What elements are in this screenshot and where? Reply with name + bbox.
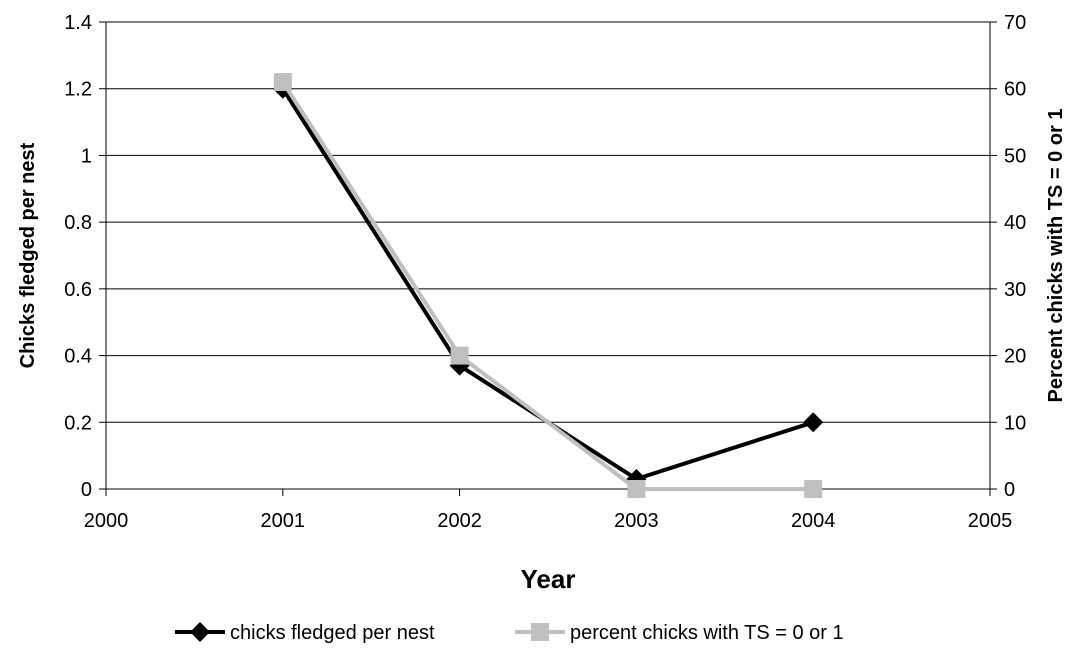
- y-tick-label: 1: [81, 145, 92, 167]
- axis-titles: Year Chicks fledged per nest Percent chi…: [17, 108, 1067, 594]
- data-point-0: [803, 412, 824, 433]
- gridlines: [106, 21, 990, 423]
- legend-item-0: chicks fledged per nest: [175, 622, 435, 644]
- y-tick-label: 0.4: [64, 346, 92, 368]
- legend-label-1: percent chicks with TS = 0 or 1: [570, 622, 844, 644]
- y-tick-label: 0: [81, 479, 92, 501]
- legend-marker-1: [531, 623, 549, 641]
- tick-labels: 0 0.2 0.4 0.6 0.8 1 1.2 1.4 0 10 20 30 40 50 60 70 2000 2…: [64, 12, 1026, 532]
- x-tick-label: 2004: [791, 510, 836, 532]
- y-tick-label: 1.2: [64, 79, 92, 101]
- data-point-1: [804, 480, 823, 498]
- y2-tick-label: 60: [1004, 79, 1026, 101]
- y2-tick-label: 40: [1004, 212, 1026, 234]
- legend-label-0: chicks fledged per nest: [230, 622, 435, 644]
- y2-axis-title: Percent chicks with TS = 0 or 1: [1045, 108, 1067, 402]
- data-point-1: [273, 73, 292, 92]
- series-line-1: [281, 80, 814, 491]
- legend: chicks fledged per nest percent chicks w…: [175, 622, 844, 644]
- data-point-1: [627, 480, 646, 498]
- data-point-1: [450, 346, 469, 365]
- y-tick-label: 0.8: [64, 212, 92, 234]
- legend-item-1: percent chicks with TS = 0 or 1: [515, 622, 844, 644]
- x-tick-label: 2001: [261, 510, 306, 532]
- axes: [99, 21, 997, 496]
- y-tick-label: 0.6: [64, 279, 92, 301]
- x-axis-title: Year: [521, 564, 576, 594]
- x-tick-label: 2005: [968, 510, 1013, 532]
- y-tick-label: 1.4: [64, 12, 92, 34]
- x-tick-label: 2002: [437, 510, 482, 532]
- y2-tick-label: 20: [1004, 346, 1026, 368]
- series: [272, 73, 824, 498]
- y-axis-title: Chicks fledged per nest: [17, 142, 39, 368]
- y2-tick-label: 30: [1004, 279, 1026, 301]
- x-tick-label: 2003: [614, 510, 659, 532]
- x-tick-label: 2000: [84, 510, 129, 532]
- y2-tick-label: 70: [1004, 12, 1026, 34]
- y-tick-label: 0.2: [64, 412, 92, 434]
- legend-marker-0: [190, 622, 210, 642]
- y2-tick-label: 0: [1004, 479, 1015, 501]
- y2-tick-label: 50: [1004, 145, 1026, 167]
- y2-tick-label: 10: [1004, 412, 1026, 434]
